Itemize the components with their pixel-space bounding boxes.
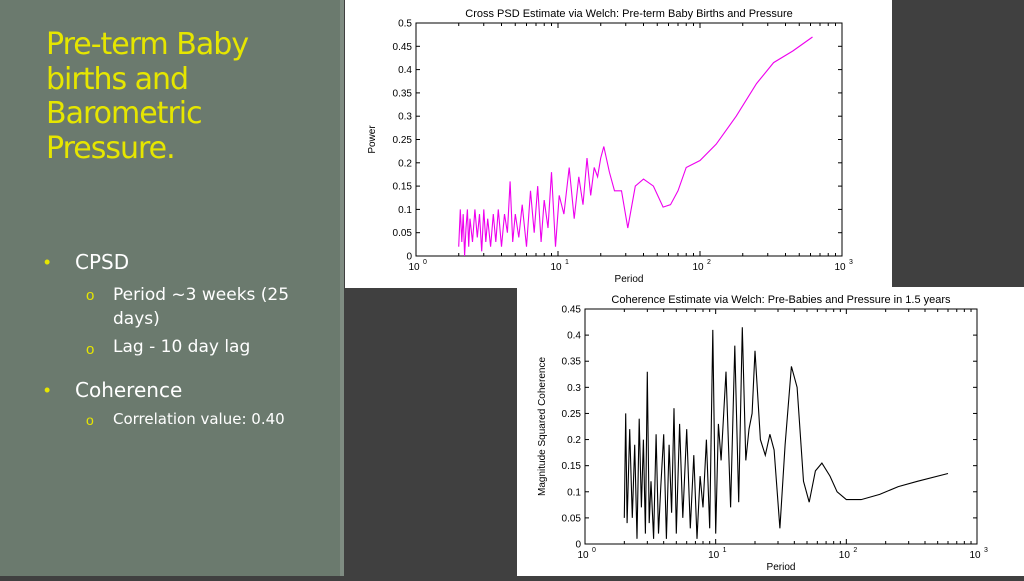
x-tick-exponent: 3 [849, 259, 853, 266]
series-line [623, 327, 949, 539]
coherence-chart-panel: 0 0.05 0.1 0.15 0.2 0.25 0.3 0.35 0.4 0.45 10 0 10 1 1… [517, 287, 1024, 576]
chart-title: Cross PSD Estimate via Welch: Pre-term B… [465, 8, 792, 20]
y-tick-label: 0.15 [562, 461, 582, 472]
y-tick-label: 0.35 [562, 357, 582, 368]
sub-bullet-correlation: Correlation value: 0.40 [113, 410, 285, 428]
sub-bullet-line: days) [113, 309, 160, 329]
x-tick-label: 10 [550, 262, 562, 273]
y-tick-label: 0.4 [398, 65, 412, 76]
left-panel: Pre-term Baby births and Barometric Pres… [0, 0, 340, 576]
y-tick-label: 0.05 [562, 513, 582, 524]
y-tick-label: 0.1 [398, 205, 412, 216]
x-tick-exponent: 1 [723, 547, 727, 554]
sub-bullet-period: Period ~3 weeks (25 days) [113, 283, 289, 331]
sub-bullet-lag: Lag - 10 day lag [113, 337, 251, 357]
y-tick-label: 0.5 [398, 19, 412, 30]
y-tick-label: 0.35 [393, 88, 413, 99]
x-tick-exponent: 2 [853, 547, 857, 554]
slide-title: Pre-term Baby births and Barometric Pres… [46, 27, 326, 166]
x-tick-exponent: 0 [423, 259, 427, 266]
y-tick-label: 0.2 [398, 158, 412, 169]
bullet-icon: • [44, 252, 51, 272]
title-line: Pressure. [46, 130, 176, 166]
y-tick-label: 0.45 [562, 305, 582, 316]
bullet-icon: • [44, 380, 51, 400]
y-tick-label: 0.3 [398, 112, 412, 123]
title-line: Pre-term Baby [46, 27, 249, 62]
x-tick-label: 10 [577, 550, 589, 561]
plot-frame [584, 308, 978, 545]
y-tick-label: 0.15 [393, 182, 413, 193]
y-tick-label: 0.4 [567, 331, 581, 342]
x-tick-label: 10 [692, 262, 704, 273]
y-tick-label: 0.3 [567, 383, 581, 394]
series-line [458, 36, 813, 257]
x-tick-label: 10 [408, 262, 420, 273]
y-tick-label: 0.45 [393, 42, 413, 53]
x-tick-label: 10 [834, 262, 846, 273]
y-tick-label: 0.1 [567, 487, 581, 498]
bullet-cpsd: CPSD [75, 250, 130, 274]
sub-bullet-icon: o [86, 341, 95, 358]
y-tick-label: 0 [406, 252, 412, 263]
y-tick-label: 0.05 [393, 228, 413, 239]
sub-bullet-line: Period ~3 weeks (25 [113, 285, 290, 305]
x-tick-exponent: 2 [707, 259, 711, 266]
x-axis-label: Period [615, 274, 644, 285]
x-tick-label: 10 [839, 550, 851, 561]
sub-bullet-icon: o [86, 412, 94, 428]
title-line: births and [46, 61, 189, 97]
x-tick-exponent: 1 [565, 259, 569, 266]
cpsd-chart-panel: 0 0.05 0.1 0.15 0.2 0.25 0.3 0.35 0.4 0.45 0.5 10 0 1… [345, 0, 892, 288]
y-tick-label: 0.25 [393, 135, 413, 146]
sub-bullet-icon: o [86, 287, 95, 304]
panel-divider [340, 0, 344, 576]
y-tick-label: 0 [575, 540, 581, 551]
y-tick-label: 0.2 [567, 435, 581, 446]
chart-title: Coherence Estimate via Welch: Pre-Babies… [611, 294, 951, 306]
title-line: Barometric [46, 96, 203, 131]
x-tick-label: 10 [708, 550, 720, 561]
y-axis-label: Power [367, 125, 378, 154]
x-tick-exponent: 3 [984, 547, 988, 554]
x-tick-label: 10 [969, 550, 981, 561]
y-tick-label: 0.25 [562, 409, 582, 420]
cpsd-chart: 00.050.10.150.20.250.30.350.40.450.510 0 1… [367, 8, 853, 285]
x-axis-label: Period [767, 562, 796, 573]
y-axis-label: Magnitude Squared Coherence [537, 357, 548, 496]
bullet-coherence: Coherence [75, 378, 183, 402]
x-tick-exponent: 0 [592, 547, 596, 554]
